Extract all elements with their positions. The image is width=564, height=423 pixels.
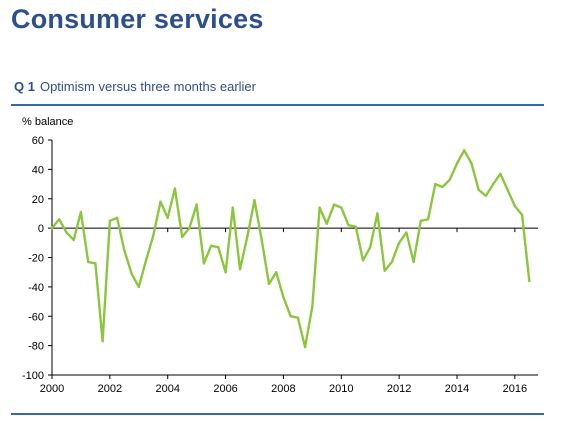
data-point bbox=[108, 219, 112, 222]
y-tick-label: -20 bbox=[28, 253, 44, 265]
data-point bbox=[267, 282, 271, 286]
data-point bbox=[390, 260, 394, 264]
data-point bbox=[123, 248, 126, 252]
data-point bbox=[412, 260, 415, 264]
data-point bbox=[58, 218, 61, 221]
data-points bbox=[50, 149, 531, 349]
series-line bbox=[50, 149, 531, 349]
data-point bbox=[260, 238, 263, 242]
data-point bbox=[188, 226, 191, 230]
data-point bbox=[274, 270, 278, 274]
data-point bbox=[94, 262, 97, 265]
y-tick-label: 60 bbox=[32, 135, 44, 147]
data-point bbox=[289, 315, 292, 318]
data-point bbox=[397, 241, 401, 245]
y-tick-label: -60 bbox=[28, 311, 44, 323]
data-point bbox=[347, 223, 350, 227]
data-point bbox=[376, 212, 379, 215]
data-point bbox=[311, 304, 314, 308]
y-axis-label: % balance bbox=[22, 116, 73, 128]
bottom-divider bbox=[11, 413, 544, 415]
data-point bbox=[159, 200, 162, 203]
data-point bbox=[340, 206, 343, 209]
chart-heading: Q 1 Optimism versus three months earlier bbox=[14, 79, 256, 94]
data-point bbox=[137, 285, 140, 289]
data-point bbox=[144, 259, 148, 262]
data-point bbox=[477, 188, 480, 192]
data-point bbox=[282, 295, 285, 299]
data-point bbox=[361, 259, 365, 262]
y-tick-label: -40 bbox=[28, 282, 44, 294]
data-point bbox=[318, 206, 321, 209]
page-title: Consumer services bbox=[11, 4, 264, 34]
data-point bbox=[101, 340, 104, 343]
data-point bbox=[209, 244, 213, 247]
data-point bbox=[238, 268, 242, 271]
data-point bbox=[506, 188, 509, 192]
data-point bbox=[195, 203, 198, 206]
question-number: Q 1 bbox=[14, 79, 35, 94]
data-point bbox=[86, 260, 90, 264]
data-point bbox=[491, 182, 495, 186]
data-point bbox=[50, 226, 54, 230]
data-point bbox=[455, 162, 459, 165]
y-tick-label: -100 bbox=[22, 370, 44, 382]
x-tick-label: 2012 bbox=[387, 383, 411, 395]
data-point bbox=[173, 187, 177, 190]
data-point bbox=[79, 210, 83, 214]
question-text: Optimism versus three months earlier bbox=[39, 79, 256, 94]
data-point bbox=[463, 149, 466, 152]
data-point bbox=[484, 194, 488, 198]
data-point bbox=[441, 185, 444, 189]
data-point bbox=[231, 206, 235, 209]
data-point bbox=[115, 216, 119, 220]
data-point bbox=[246, 235, 249, 239]
data-point bbox=[354, 225, 357, 228]
y-tick-label: 40 bbox=[32, 164, 44, 176]
data-point bbox=[426, 218, 430, 221]
y-tick-label: 0 bbox=[38, 223, 44, 235]
data-point bbox=[470, 162, 473, 165]
x-tick-label: 2008 bbox=[271, 383, 295, 395]
x-tick-label: 2006 bbox=[213, 383, 237, 395]
data-point bbox=[65, 231, 68, 234]
data-point bbox=[325, 222, 329, 225]
data-point bbox=[520, 213, 524, 217]
data-point bbox=[419, 219, 423, 222]
data-point bbox=[303, 345, 307, 349]
data-point bbox=[405, 231, 408, 234]
x-tick-label: 2002 bbox=[98, 383, 122, 395]
data-point bbox=[217, 246, 220, 249]
data-point bbox=[434, 182, 437, 186]
data-point bbox=[296, 316, 300, 319]
data-point bbox=[224, 270, 227, 274]
x-tick-label: 2010 bbox=[329, 383, 353, 395]
y-axis-ticks: 60 40 20 0 -20 -40 -60 -80 -100 bbox=[22, 135, 52, 382]
x-tick-label: 2014 bbox=[445, 383, 469, 395]
x-tick-label: 2004 bbox=[155, 383, 179, 395]
x-axis-ticks: 2000 2002 2004 2006 2008 2010 2012 2014 2016 bbox=[40, 228, 527, 395]
y-tick-label: 20 bbox=[32, 194, 44, 206]
data-point bbox=[499, 172, 502, 175]
data-point bbox=[152, 234, 155, 237]
y-tick-label: -80 bbox=[28, 341, 44, 353]
data-point bbox=[369, 246, 372, 249]
x-tick-label: 2000 bbox=[40, 383, 64, 395]
data-point bbox=[202, 262, 206, 265]
data-point bbox=[513, 204, 517, 208]
data-point bbox=[332, 203, 336, 206]
data-point bbox=[448, 178, 451, 181]
data-point bbox=[180, 235, 184, 239]
data-point bbox=[383, 269, 386, 272]
top-divider bbox=[11, 104, 544, 106]
data-point bbox=[166, 216, 169, 220]
data-point bbox=[528, 279, 531, 283]
data-point bbox=[130, 272, 133, 275]
data-point bbox=[72, 238, 75, 242]
x-tick-label: 2016 bbox=[503, 383, 527, 395]
data-point bbox=[253, 199, 256, 202]
